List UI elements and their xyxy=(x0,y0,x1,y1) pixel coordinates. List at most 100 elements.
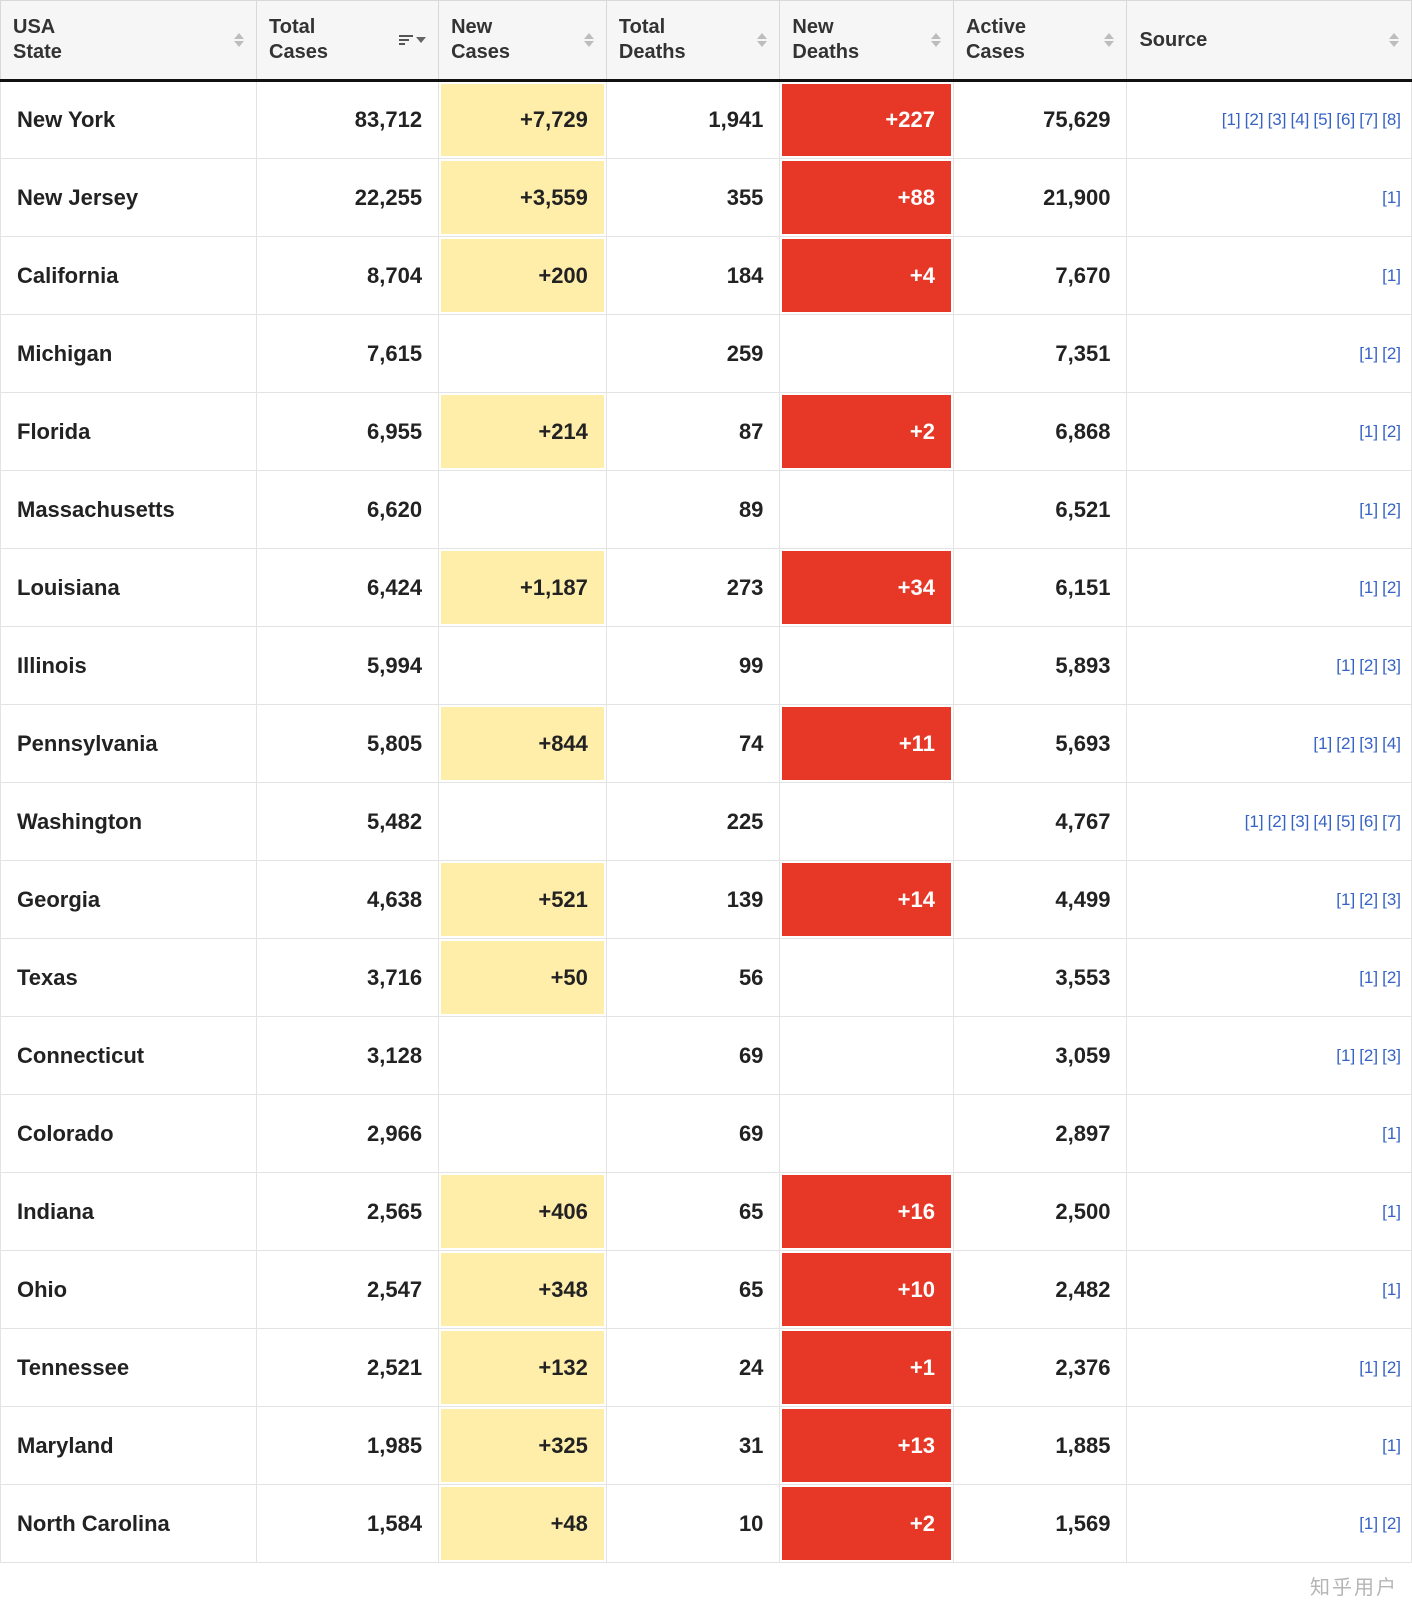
source-link[interactable]: [7] xyxy=(1359,110,1378,130)
source-link[interactable]: [3] xyxy=(1382,890,1401,910)
column-header-active_cases[interactable]: ActiveCases xyxy=(953,1,1127,81)
source-link[interactable]: [1] xyxy=(1336,890,1355,910)
source-link[interactable]: [2] xyxy=(1245,110,1264,130)
source-link[interactable]: [1] xyxy=(1382,1436,1401,1456)
cell-new_deaths xyxy=(780,471,954,549)
source-link[interactable]: [7] xyxy=(1382,812,1401,832)
source-link[interactable]: [2] xyxy=(1336,734,1355,754)
source-link[interactable]: [1] xyxy=(1336,1046,1355,1066)
source-link[interactable]: [4] xyxy=(1382,734,1401,754)
sort-icon[interactable] xyxy=(1389,33,1399,47)
source-link[interactable]: [2] xyxy=(1359,1046,1378,1066)
source-link[interactable]: [1] xyxy=(1382,188,1401,208)
source-link[interactable]: [2] xyxy=(1382,500,1401,520)
table-row: Indiana2,565+40665+162,500[1] xyxy=(1,1173,1412,1251)
cell-state: Illinois xyxy=(1,627,257,705)
cell-active_cases: 4,499 xyxy=(953,861,1127,939)
cell-total_deaths: 273 xyxy=(606,549,780,627)
source-link[interactable]: [2] xyxy=(1359,656,1378,676)
source-link[interactable]: [8] xyxy=(1382,110,1401,130)
sort-icon[interactable] xyxy=(757,33,767,47)
sort-icon[interactable] xyxy=(399,35,426,45)
cell-new_deaths: +88 xyxy=(780,159,954,237)
table-row: Texas3,716+50563,553[1] [2] xyxy=(1,939,1412,1017)
cell-total_deaths: 56 xyxy=(606,939,780,1017)
source-link[interactable]: [2] xyxy=(1382,968,1401,988)
sort-icon[interactable] xyxy=(1104,33,1114,47)
source-link[interactable]: [1] xyxy=(1222,110,1241,130)
sort-icon[interactable] xyxy=(931,33,941,47)
source-link[interactable]: [1] xyxy=(1359,422,1378,442)
cell-new_deaths: +14 xyxy=(780,861,954,939)
column-header-new_deaths[interactable]: NewDeaths xyxy=(780,1,954,81)
source-link[interactable]: [4] xyxy=(1290,110,1309,130)
source-link[interactable]: [3] xyxy=(1382,656,1401,676)
table-body: New York83,712+7,7291,941+22775,629[1] [… xyxy=(1,81,1412,1563)
source-link[interactable]: [2] xyxy=(1359,890,1378,910)
cell-new_deaths: +13 xyxy=(780,1407,954,1485)
cell-active_cases: 7,670 xyxy=(953,237,1127,315)
source-link[interactable]: [1] xyxy=(1382,266,1401,286)
cell-total_cases: 2,966 xyxy=(257,1095,439,1173)
cell-active_cases: 2,500 xyxy=(953,1173,1127,1251)
table-row: California8,704+200184+47,670[1] xyxy=(1,237,1412,315)
table-row: New Jersey22,255+3,559355+8821,900[1] xyxy=(1,159,1412,237)
source-link[interactable]: [1] xyxy=(1359,1514,1378,1534)
source-link[interactable]: [3] xyxy=(1382,1046,1401,1066)
cell-source: [1] xyxy=(1127,237,1412,315)
source-link[interactable]: [2] xyxy=(1382,1358,1401,1378)
cell-total_deaths: 24 xyxy=(606,1329,780,1407)
source-link[interactable]: [2] xyxy=(1268,812,1287,832)
source-link[interactable]: [1] xyxy=(1382,1280,1401,1300)
source-link[interactable]: [3] xyxy=(1290,812,1309,832)
cell-active_cases: 1,885 xyxy=(953,1407,1127,1485)
source-link[interactable]: [5] xyxy=(1336,812,1355,832)
cell-new_cases: +325 xyxy=(439,1407,607,1485)
cell-new_cases: +200 xyxy=(439,237,607,315)
source-link[interactable]: [1] xyxy=(1359,578,1378,598)
source-link[interactable]: [6] xyxy=(1359,812,1378,832)
cell-source: [1] [2] xyxy=(1127,315,1412,393)
covid-state-table: USAStateTotalCasesNewCasesTotalDeathsNew… xyxy=(0,0,1412,1563)
source-link[interactable]: [6] xyxy=(1336,110,1355,130)
column-header-state[interactable]: USAState xyxy=(1,1,257,81)
cell-new_cases: +50 xyxy=(439,939,607,1017)
column-header-label: NewDeaths xyxy=(792,15,859,65)
cell-new_deaths: +227 xyxy=(780,81,954,159)
source-link[interactable]: [1] xyxy=(1336,656,1355,676)
cell-state: Maryland xyxy=(1,1407,257,1485)
cell-total_deaths: 355 xyxy=(606,159,780,237)
source-link[interactable]: [2] xyxy=(1382,422,1401,442)
source-link[interactable]: [2] xyxy=(1382,344,1401,364)
column-header-new_cases[interactable]: NewCases xyxy=(439,1,607,81)
source-link[interactable]: [5] xyxy=(1313,110,1332,130)
cell-state: Indiana xyxy=(1,1173,257,1251)
source-link[interactable]: [1] xyxy=(1359,1358,1378,1378)
source-link[interactable]: [1] xyxy=(1313,734,1332,754)
source-link[interactable]: [3] xyxy=(1268,110,1287,130)
column-header-source[interactable]: Source xyxy=(1127,1,1412,81)
source-link[interactable]: [3] xyxy=(1359,734,1378,754)
column-header-total_deaths[interactable]: TotalDeaths xyxy=(606,1,780,81)
source-link[interactable]: [1] xyxy=(1359,344,1378,364)
table-row: Connecticut3,128693,059[1] [2] [3] xyxy=(1,1017,1412,1095)
cell-new_cases xyxy=(439,315,607,393)
cell-state: Massachusetts xyxy=(1,471,257,549)
source-link[interactable]: [2] xyxy=(1382,578,1401,598)
source-link[interactable]: [1] xyxy=(1359,500,1378,520)
cell-source: [1] xyxy=(1127,159,1412,237)
cell-new_deaths: +2 xyxy=(780,393,954,471)
source-link[interactable]: [1] xyxy=(1382,1124,1401,1144)
source-link[interactable]: [1] xyxy=(1245,812,1264,832)
source-link[interactable]: [4] xyxy=(1313,812,1332,832)
cell-total_cases: 1,985 xyxy=(257,1407,439,1485)
cell-source: [1] xyxy=(1127,1251,1412,1329)
column-header-total_cases[interactable]: TotalCases xyxy=(257,1,439,81)
source-link[interactable]: [1] xyxy=(1359,968,1378,988)
cell-new_cases: +3,559 xyxy=(439,159,607,237)
sort-icon[interactable] xyxy=(584,33,594,47)
sort-icon[interactable] xyxy=(234,33,244,47)
source-link[interactable]: [2] xyxy=(1382,1514,1401,1534)
source-link[interactable]: [1] xyxy=(1382,1202,1401,1222)
table-row: Michigan7,6152597,351[1] [2] xyxy=(1,315,1412,393)
